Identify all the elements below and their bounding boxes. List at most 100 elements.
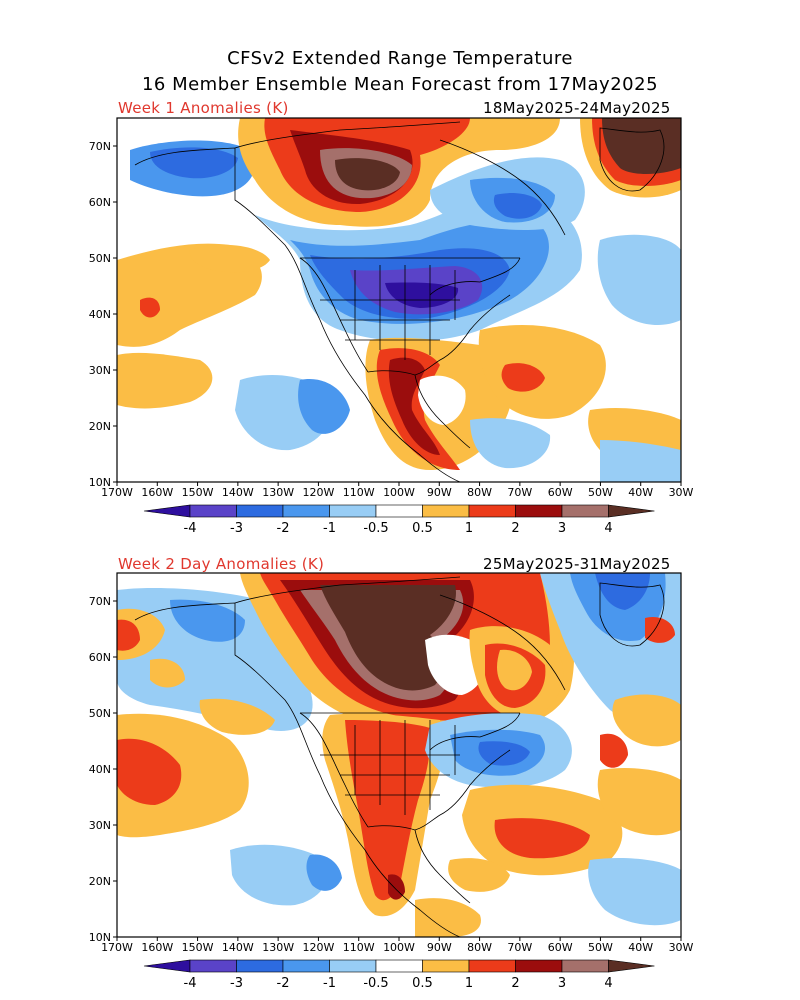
lon-tick-label: 30W [669,941,694,954]
anomaly-region [199,698,275,735]
lon-tick-label: 100W [383,941,415,954]
colorbar-segment [282,504,330,518]
anomaly-region [117,738,182,805]
lon-tick-label: 60W [548,941,573,954]
lon-tick-label: 140W [222,486,254,499]
lon-tick-label: 60W [548,486,573,499]
lon-tick-label: 40W [628,941,653,954]
colorbar-label: -0.5 [363,521,388,536]
colorbar-label: -3 [230,521,243,536]
colorbar-segment [515,504,563,518]
title-line-1: CFSv2 Extended Range Temperature [227,48,573,69]
axis-ticks-1: 170W 160W 150W 140W 130W 120W 110W 100W 90W 80W 70… [89,140,694,499]
lon-tick-label: 50W [588,941,613,954]
anomaly-field-2 [117,573,681,937]
colorbar-segment [515,959,563,973]
colorbar-label: 3 [558,521,566,536]
colorbar-segment [468,504,516,518]
anomaly-region [588,858,681,926]
colorbar-segment [329,504,377,518]
colorbar-1: -4 -3 -2 -1 -0.5 0.5 1 2 3 4 [143,504,655,536]
lat-tick-label: 30N [89,364,111,377]
colorbar-segment [143,959,191,973]
anomaly-region [493,193,542,219]
colorbar-label: -1 [323,976,336,991]
colorbar-label: -4 [184,521,197,536]
anomaly-field-1 [117,118,681,482]
colorbar-segment [189,504,237,518]
anomaly-region [230,844,329,906]
anomaly-region [597,234,681,325]
anomaly-region [448,858,510,892]
lon-tick-label: 130W [262,486,294,499]
lon-tick-label: 130W [262,941,294,954]
colorbar-label: 4 [604,521,612,536]
lat-tick-label: 30N [89,819,111,832]
colorbar-segment [561,504,609,518]
panel-2-date-range: 25May2025-31May2025 [483,555,671,573]
colorbar-label: 1 [465,976,473,991]
colorbar-2: -4 -3 -2 -1 -0.5 0.5 1 2 3 4 [143,959,655,991]
title-line-2: 16 Member Ensemble Mean Forecast from 17… [141,74,659,95]
anomaly-region [494,818,590,859]
anomaly-region [388,874,405,900]
colorbar-segment [189,959,237,973]
coastline-2 [134,576,665,937]
panel-1-date-range: 18May2025-24May2025 [483,99,671,117]
anomaly-region [478,325,606,419]
anomaly-region [418,375,466,425]
lon-tick-label: 170W [101,941,133,954]
colorbar-segment [236,504,284,518]
panel-2-label: Week 2 Day Anomalies (K) [118,555,325,573]
colorbar-segment [608,959,655,973]
colorbar-label: -3 [230,976,243,991]
colorbar-label: -4 [184,976,197,991]
anomaly-region [600,733,628,768]
lon-tick-label: 90W [427,486,452,499]
lon-tick-label: 70W [507,941,532,954]
lon-tick-label: 120W [302,486,334,499]
lon-tick-label: 160W [141,486,173,499]
lon-tick-label: 120W [302,941,334,954]
colorbar-label: -1 [323,521,336,536]
lon-tick-label: 150W [182,941,214,954]
colorbar-label: 1 [465,521,473,536]
colorbar-label: -2 [277,521,290,536]
colorbar-label: -2 [277,976,290,991]
colorbar-segment [422,504,470,518]
lat-tick-label: 60N [89,196,111,209]
anomaly-region [415,898,481,937]
lon-tick-label: 150W [182,486,214,499]
anomaly-region [595,573,650,610]
anomaly-region [189,244,270,273]
lon-tick-label: 40W [628,486,653,499]
anomaly-region [298,379,350,434]
colorbar-segment [375,959,423,973]
lon-tick-label: 110W [343,941,375,954]
lat-tick-label: 10N [89,476,111,489]
lon-tick-label: 110W [343,486,375,499]
anomaly-region [345,720,431,901]
colorbar-segment [422,959,470,973]
axis-ticks-2: 170W 160W 150W 140W 130W 120W 110W 100W 90W 80W 70… [89,595,694,954]
colorbar-segment [468,959,516,973]
anomaly-region [320,585,456,691]
map-panel-1: 170W 160W 150W 140W 130W 120W 110W 100W 90W 80W 70… [89,117,694,499]
anomaly-region [150,658,185,688]
lat-tick-label: 70N [89,595,111,608]
anomaly-region [150,147,238,179]
colorbar-label: 2 [511,976,519,991]
colorbar-label: 2 [511,521,519,536]
lon-tick-label: 50W [588,486,613,499]
lon-tick-label: 170W [101,486,133,499]
colorbar-segment [608,504,655,518]
map-panel-2: 170W 160W 150W 140W 130W 120W 110W 100W 90W 80W 70… [89,572,694,954]
colorbar-segment [282,959,330,973]
lat-tick-label: 20N [89,875,111,888]
lon-tick-label: 160W [141,941,173,954]
anomaly-region [388,357,440,455]
lon-tick-label: 100W [383,486,415,499]
colorbar-label: 0.5 [412,976,433,991]
colorbar-segment [561,959,609,973]
